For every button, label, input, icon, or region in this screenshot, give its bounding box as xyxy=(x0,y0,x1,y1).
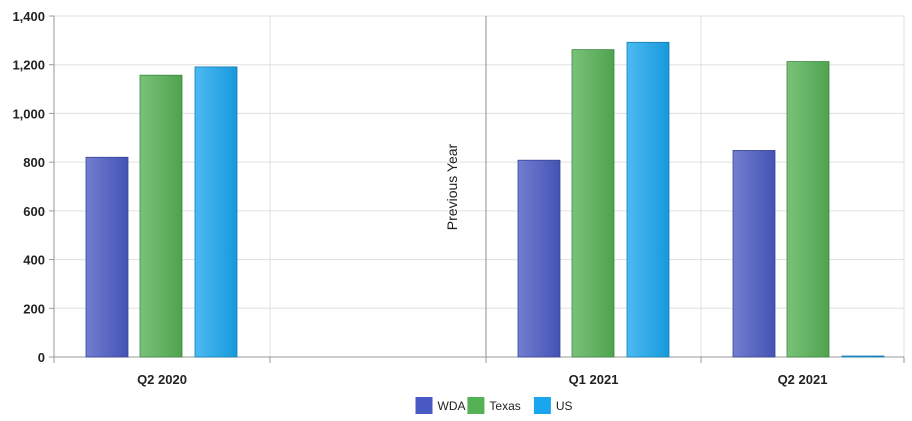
y-tick-label: 400 xyxy=(23,253,45,268)
previous-year-annotation: Previous Year xyxy=(444,143,460,230)
x-category-label: Q2 2021 xyxy=(778,372,828,387)
bar-wda-q1-2021[interactable] xyxy=(517,159,561,358)
x-category-label: Q2 2020 xyxy=(137,372,187,387)
y-tick-label: 1,000 xyxy=(12,106,45,121)
legend-label: US xyxy=(556,399,573,413)
bar-wda-q2-2020[interactable] xyxy=(85,156,129,358)
bar-wda-q2-2021[interactable] xyxy=(732,150,776,358)
y-tick-label: 600 xyxy=(23,204,45,219)
x-category-label: Q1 2021 xyxy=(569,372,619,387)
x-category-labels: Q2 2020 Q1 2021 Q2 2021 xyxy=(137,372,827,387)
y-tick-label: 800 xyxy=(23,155,45,170)
y-tick-label: 1,400 xyxy=(12,9,45,24)
legend-item-us[interactable]: US xyxy=(533,397,573,414)
legend-item-wda[interactable]: WDA xyxy=(415,397,466,414)
legend: WDA Texas US xyxy=(415,397,573,414)
bar-us-q2-2021[interactable] xyxy=(841,355,885,358)
legend-label: Texas xyxy=(489,399,520,413)
legend-swatch xyxy=(533,397,551,414)
bar-texas-q2-2020[interactable] xyxy=(139,74,183,358)
y-tick-label: 0 xyxy=(38,350,45,365)
legend-swatch xyxy=(467,397,485,414)
bar-us-q1-2021[interactable] xyxy=(626,41,670,358)
y-tick-label: 200 xyxy=(23,301,45,316)
y-tick-labels: 0 200 400 600 800 1,000 1,200 1,400 xyxy=(12,9,45,365)
y-tick-label: 1,200 xyxy=(12,58,45,73)
bars xyxy=(85,41,885,358)
bar-texas-q1-2021[interactable] xyxy=(571,49,615,358)
legend-label: WDA xyxy=(438,399,466,413)
bar-us-q2-2020[interactable] xyxy=(194,66,238,358)
bar-texas-q2-2021[interactable] xyxy=(786,61,830,358)
legend-swatch xyxy=(415,397,433,414)
legend-item-texas[interactable]: Texas xyxy=(467,397,521,414)
